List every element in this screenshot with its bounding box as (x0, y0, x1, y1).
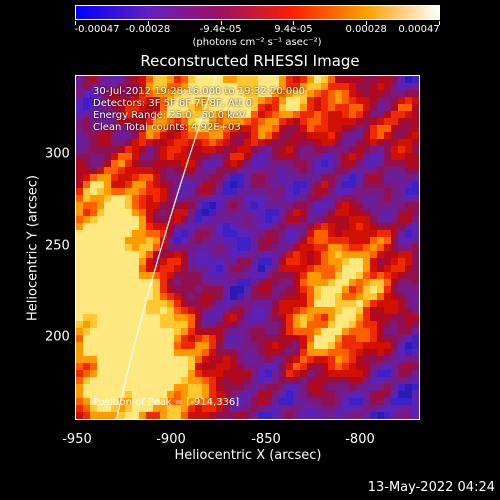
colorbar-tick-label: -9.4e-05 (199, 24, 242, 35)
colorbar-tick-label: -0.00047 (74, 24, 120, 35)
x-tick: -950 (62, 432, 92, 447)
y-tick: 250 (45, 238, 70, 254)
limb-line (115, 76, 217, 419)
info-detectors: Detectors: 3F 5F 6F 7F 8F, Att 0 (93, 98, 253, 109)
y-tick: 300 (45, 146, 70, 162)
colorbar (75, 5, 440, 20)
x-tick: -850 (251, 432, 281, 447)
peak-position: Position of Peak = [-914,336] (93, 397, 240, 408)
info-time: 30-Jul-2012 19:28:16.000 to 19:32:20.000 (93, 86, 305, 97)
colorbar-tick-mark (293, 21, 295, 25)
colorbar-tick-label: -0.00028 (125, 24, 171, 35)
colorbar-tick-label: 9.4e-05 (274, 24, 313, 35)
colorbar-tick-mark (366, 21, 368, 25)
y-tick: 200 (45, 329, 70, 345)
colorbar-tick-mark (220, 21, 222, 25)
solar-image-plot (75, 75, 420, 420)
colorbar-tick-mark (147, 21, 149, 25)
x-tick: -800 (345, 432, 375, 447)
x-tick: -900 (156, 432, 186, 447)
y-axis-label: Heliocentric Y (arcsec) (25, 175, 41, 321)
colorbar-tick-mark (75, 21, 76, 25)
timestamp: 13-May-2022 04:24 (367, 480, 495, 495)
colorbar-units: (photons cm⁻² s⁻¹ asec⁻²) (192, 37, 322, 48)
x-axis-label: Heliocentric X (arcsec) (174, 448, 322, 463)
heatmap-image (76, 76, 419, 419)
colorbar-tick-label: 0.00028 (345, 24, 387, 35)
info-method: Clean Total counts: 4.92E+03 (93, 122, 241, 133)
colorbar-tick-label: 0.00047 (398, 24, 440, 35)
image-title: Reconstructed RHESSI Image (140, 52, 360, 70)
colorbar-tick-mark (439, 21, 440, 25)
info-energy: Energy Range: 25.0 - 50.0 keV (93, 110, 246, 121)
